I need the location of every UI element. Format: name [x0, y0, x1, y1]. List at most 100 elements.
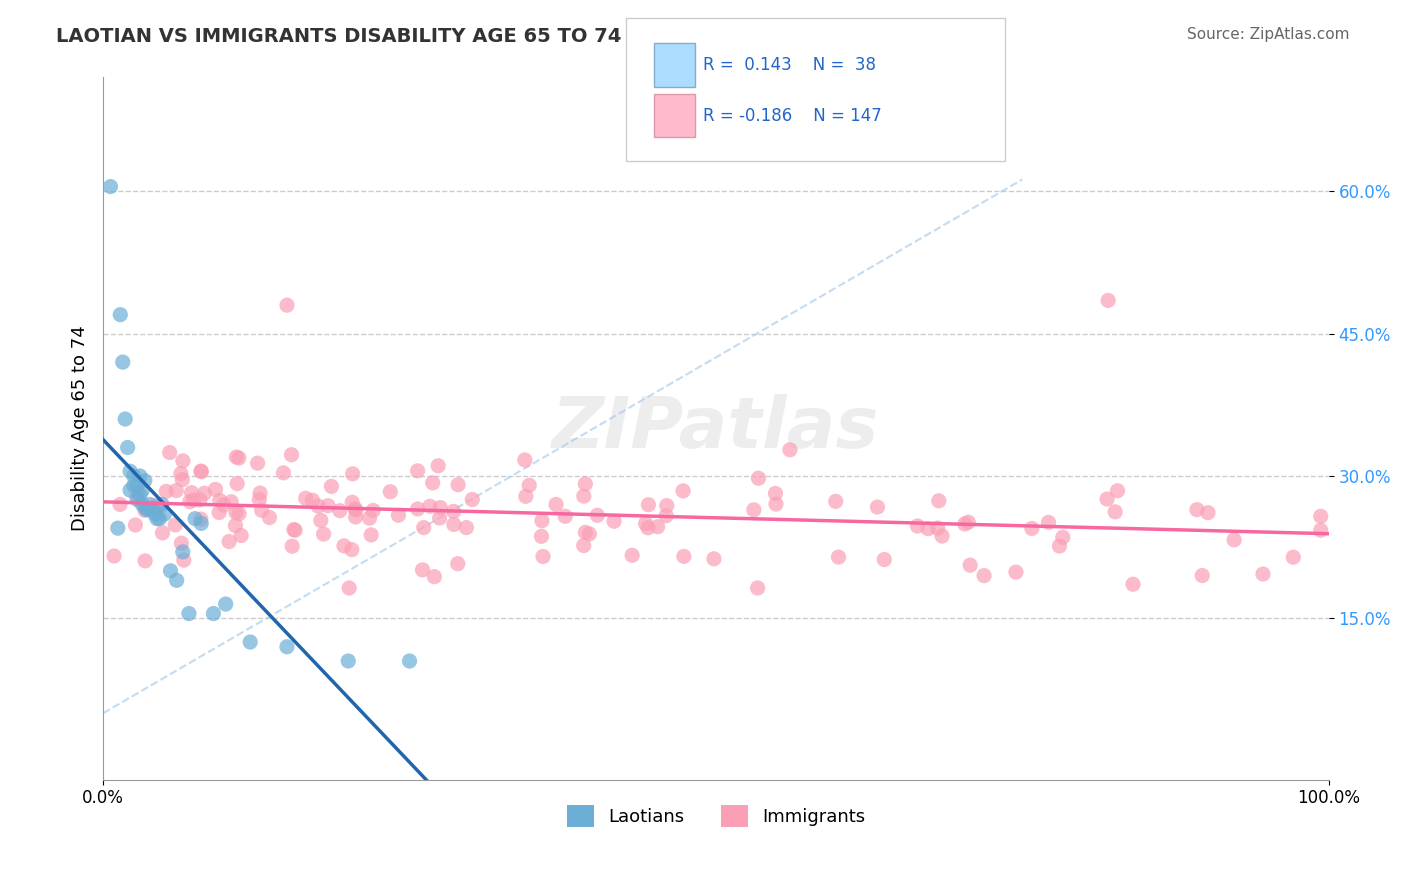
- Immigrants: [125, 489, 148, 503]
- Immigrants: [228, 451, 250, 466]
- Immigrants: [155, 484, 177, 499]
- Immigrants: [765, 497, 787, 511]
- Y-axis label: Disability Age 65 to 74: Disability Age 65 to 74: [72, 326, 89, 532]
- Immigrants: [165, 483, 187, 498]
- Immigrants: [747, 471, 769, 485]
- Immigrants: [655, 508, 678, 523]
- Immigrants: [294, 491, 316, 506]
- Immigrants: [574, 476, 596, 491]
- Immigrants: [218, 534, 240, 549]
- Immigrants: [572, 489, 595, 503]
- Immigrants: [283, 523, 305, 537]
- Laotians: [141, 502, 163, 516]
- Immigrants: [329, 503, 352, 517]
- Immigrants: [931, 529, 953, 543]
- Immigrants: [456, 520, 478, 534]
- Immigrants: [333, 539, 356, 553]
- Laotians: [166, 574, 188, 588]
- Immigrants: [1038, 516, 1060, 530]
- Immigrants: [1282, 550, 1305, 565]
- Laotians: [129, 469, 152, 483]
- Immigrants: [359, 511, 381, 525]
- Immigrants: [586, 508, 609, 523]
- Immigrants: [204, 483, 226, 497]
- Immigrants: [246, 456, 269, 470]
- Immigrants: [672, 483, 695, 498]
- Immigrants: [259, 510, 281, 524]
- Immigrants: [190, 464, 212, 478]
- Immigrants: [183, 492, 205, 507]
- Immigrants: [1052, 530, 1074, 544]
- Immigrants: [225, 506, 247, 520]
- Laotians: [110, 308, 132, 322]
- Laotians: [117, 441, 139, 455]
- Laotians: [107, 521, 129, 535]
- Laotians: [127, 492, 149, 507]
- Laotians: [184, 511, 207, 525]
- Immigrants: [973, 568, 995, 582]
- Immigrants: [917, 522, 939, 536]
- Immigrants: [873, 552, 896, 566]
- Immigrants: [747, 581, 769, 595]
- Immigrants: [280, 448, 302, 462]
- Immigrants: [342, 495, 364, 509]
- Immigrants: [779, 442, 801, 457]
- Immigrants: [406, 464, 429, 478]
- Immigrants: [544, 498, 567, 512]
- Immigrants: [531, 549, 554, 564]
- Immigrants: [634, 516, 657, 531]
- Immigrants: [447, 477, 470, 491]
- Laotians: [122, 478, 145, 492]
- Laotians: [143, 507, 166, 521]
- Laotians: [114, 412, 136, 426]
- Immigrants: [423, 569, 446, 583]
- Immigrants: [429, 500, 451, 515]
- Immigrants: [419, 500, 441, 514]
- Immigrants: [443, 504, 465, 518]
- Immigrants: [957, 515, 980, 529]
- Immigrants: [360, 528, 382, 542]
- Immigrants: [827, 550, 849, 565]
- Immigrants: [247, 492, 270, 507]
- Immigrants: [637, 498, 659, 512]
- Laotians: [150, 498, 173, 512]
- Immigrants: [380, 484, 402, 499]
- Immigrants: [461, 492, 484, 507]
- Laotians: [177, 607, 200, 621]
- Laotians: [131, 483, 153, 498]
- Immigrants: [1191, 568, 1213, 582]
- Laotians: [190, 516, 212, 531]
- Immigrants: [427, 458, 450, 473]
- Laotians: [153, 507, 176, 521]
- Immigrants: [342, 467, 364, 481]
- Immigrants: [134, 554, 156, 568]
- Immigrants: [228, 507, 250, 521]
- Immigrants: [530, 514, 553, 528]
- Immigrants: [281, 539, 304, 553]
- Immigrants: [1097, 293, 1119, 308]
- Immigrants: [145, 499, 167, 513]
- Immigrants: [212, 498, 235, 512]
- Immigrants: [152, 525, 174, 540]
- Laotians: [100, 179, 122, 194]
- Laotians: [120, 483, 142, 498]
- Immigrants: [231, 528, 253, 542]
- Immigrants: [361, 503, 384, 517]
- Immigrants: [742, 503, 765, 517]
- Text: ZIPatlas: ZIPatlas: [553, 394, 880, 463]
- Immigrants: [517, 478, 540, 492]
- Immigrants: [188, 492, 211, 507]
- Immigrants: [959, 558, 981, 573]
- Laotians: [148, 511, 170, 525]
- Immigrants: [515, 489, 537, 503]
- Immigrants: [208, 506, 231, 520]
- Immigrants: [250, 503, 273, 517]
- Immigrants: [179, 494, 201, 508]
- Immigrants: [765, 486, 787, 500]
- Immigrants: [309, 513, 332, 527]
- Immigrants: [1104, 505, 1126, 519]
- Laotians: [134, 474, 156, 488]
- Immigrants: [703, 551, 725, 566]
- Immigrants: [159, 445, 181, 459]
- Immigrants: [578, 527, 600, 541]
